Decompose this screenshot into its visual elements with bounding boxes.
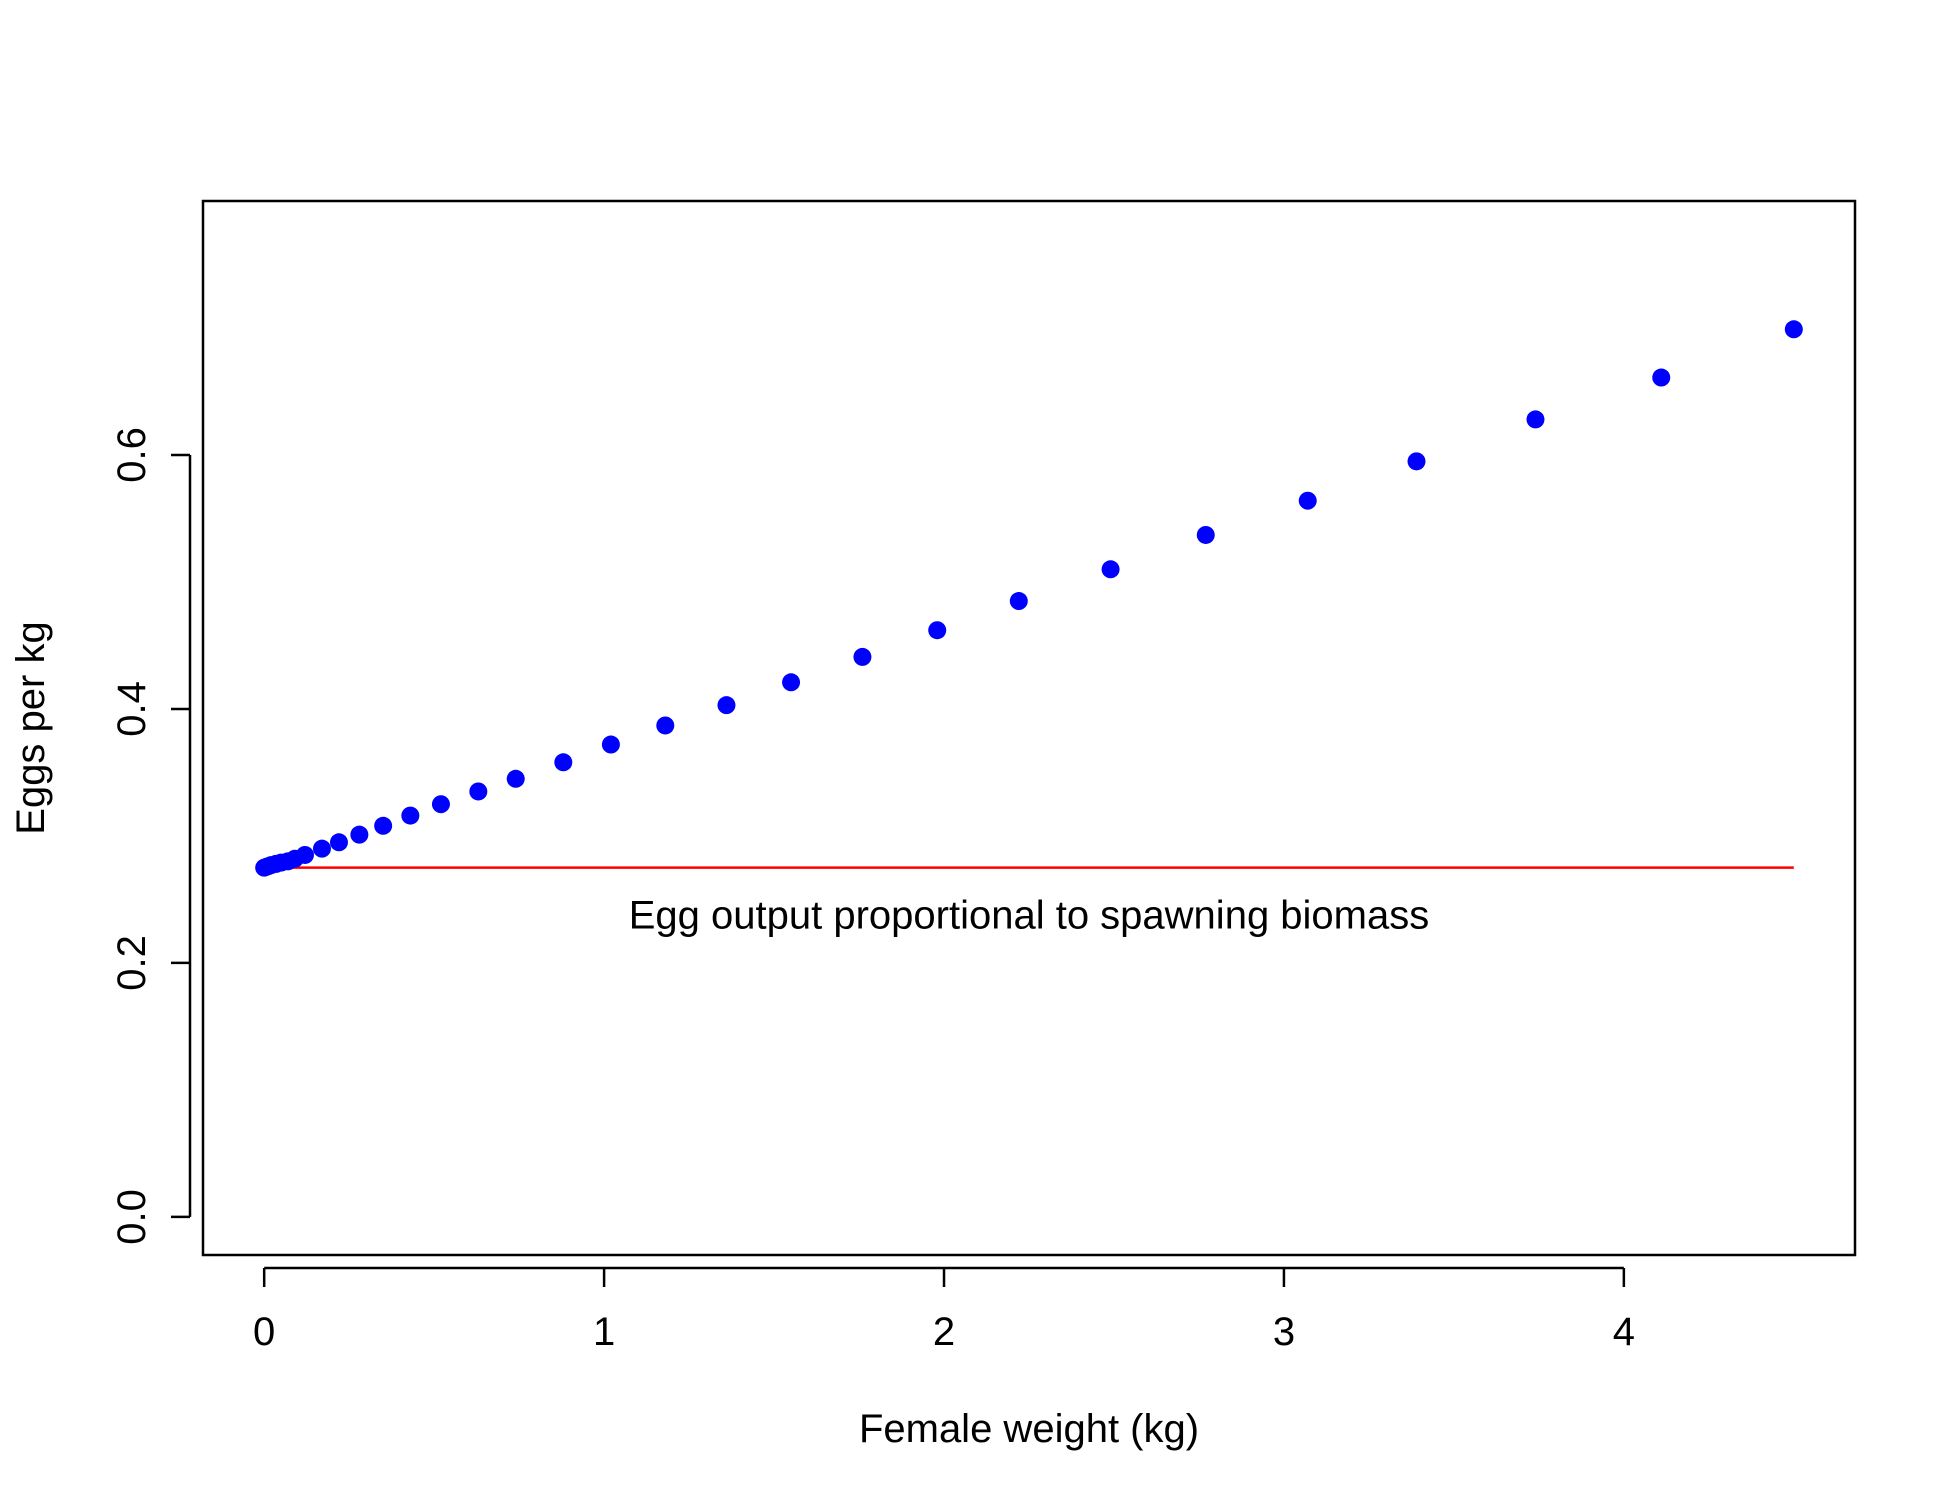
data-point xyxy=(1784,320,1803,339)
data-point xyxy=(928,621,947,640)
data-point xyxy=(1009,592,1028,611)
data-point xyxy=(295,845,314,864)
y-axis: 0.0 0.2 0.4 0.6 xyxy=(110,427,192,1245)
data-point xyxy=(401,806,420,825)
series-layer xyxy=(255,320,1803,877)
plot-frame xyxy=(201,199,1857,1257)
data-point xyxy=(312,839,331,858)
y-axis-label: Eggs per kg xyxy=(9,621,53,834)
x-axis: 0 1 2 3 4 xyxy=(253,1266,1635,1354)
x-tick-label: 1 xyxy=(593,1310,615,1354)
data-point xyxy=(350,825,369,844)
data-point xyxy=(782,673,801,692)
data-point xyxy=(329,833,348,852)
x-tick-label: 2 xyxy=(933,1310,955,1354)
data-point xyxy=(1407,452,1426,471)
data-point xyxy=(656,716,675,735)
data-point xyxy=(1652,368,1671,387)
x-axis-label: Female weight (kg) xyxy=(859,1407,1199,1451)
y-tick-label: 0.6 xyxy=(110,427,154,483)
chart-annotation: Egg output proportional to spawning biom… xyxy=(629,894,1430,938)
data-point xyxy=(506,769,525,788)
data-point xyxy=(601,735,620,754)
y-tick-label: 0.2 xyxy=(110,935,154,991)
y-tick-label: 0.0 xyxy=(110,1189,154,1245)
data-point xyxy=(853,647,872,666)
data-point xyxy=(1196,525,1215,544)
data-point xyxy=(1298,491,1317,510)
data-point xyxy=(1526,410,1545,429)
y-tick-label: 0.4 xyxy=(110,681,154,737)
data-point xyxy=(374,816,393,835)
data-point xyxy=(554,753,573,772)
data-point xyxy=(469,782,488,801)
x-tick-label: 0 xyxy=(253,1310,275,1354)
x-tick-label: 4 xyxy=(1613,1310,1635,1354)
data-point xyxy=(431,795,450,814)
data-point xyxy=(717,696,736,715)
data-point xyxy=(1101,560,1120,579)
x-tick-label: 3 xyxy=(1273,1310,1295,1354)
